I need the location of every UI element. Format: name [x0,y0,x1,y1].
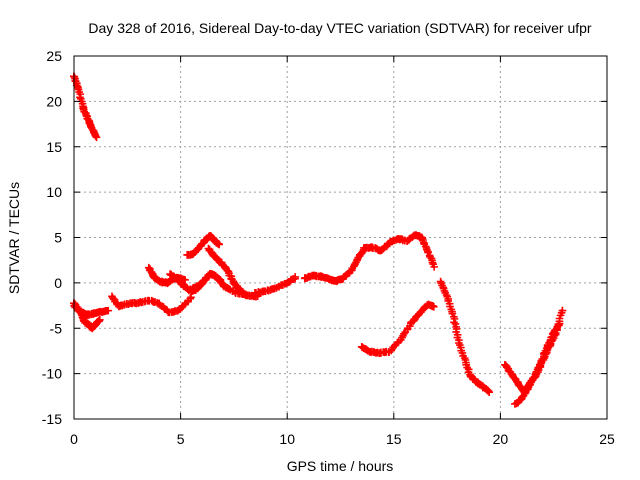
series-s8 [183,232,224,259]
data-point [291,273,299,281]
y-tick-label: -5 [50,320,63,336]
x-tick-label: 10 [279,431,295,447]
series-s13 [436,277,494,396]
data-point [558,306,567,315]
y-tick-labels: -15 -10 -5 0 5 10 15 20 25 [42,48,62,427]
data-point [555,319,564,328]
x-tick-label: 20 [493,431,509,447]
y-axis-label: SDTVAR / TECUs [6,182,22,294]
y-tick-label: -10 [42,366,62,382]
series-s11 [300,231,438,286]
data-point [485,388,494,396]
data-point [429,303,438,311]
y-tick-label: 15 [46,139,62,155]
x-axis-label: GPS time / hours [287,458,394,474]
x-tick-label: 25 [599,431,615,447]
data-point [104,306,113,315]
x-tick-label: 0 [70,431,78,447]
x-tick-label: 15 [386,431,402,447]
x-tick-labels: 0 5 10 15 20 25 [70,431,615,447]
data-points [69,72,567,408]
y-tick-label: 20 [46,93,62,109]
data-point [215,240,224,249]
chart-title: Day 328 of 2016, Sidereal Day-to-day VTE… [88,20,592,36]
grid [74,56,607,419]
series-s4 [108,292,195,317]
data-point [406,322,414,330]
y-tick-label: 10 [46,184,62,200]
y-tick-label: -15 [42,411,62,427]
x-tick-label: 5 [177,431,185,447]
y-tick-label: 0 [54,275,62,291]
series-s12 [357,300,438,357]
series-s10 [251,273,299,297]
y-tick-label: 25 [46,48,62,64]
data-point [430,263,438,271]
series-s15 [511,319,564,408]
tick-marks [73,55,608,420]
series-s3 [70,301,104,333]
data-point [243,291,251,300]
series-s9 [204,244,251,300]
data-point [181,276,189,284]
y-tick-label: 5 [54,230,62,246]
series-s1 [69,72,101,142]
data-point [92,133,101,142]
data-point [96,315,104,324]
